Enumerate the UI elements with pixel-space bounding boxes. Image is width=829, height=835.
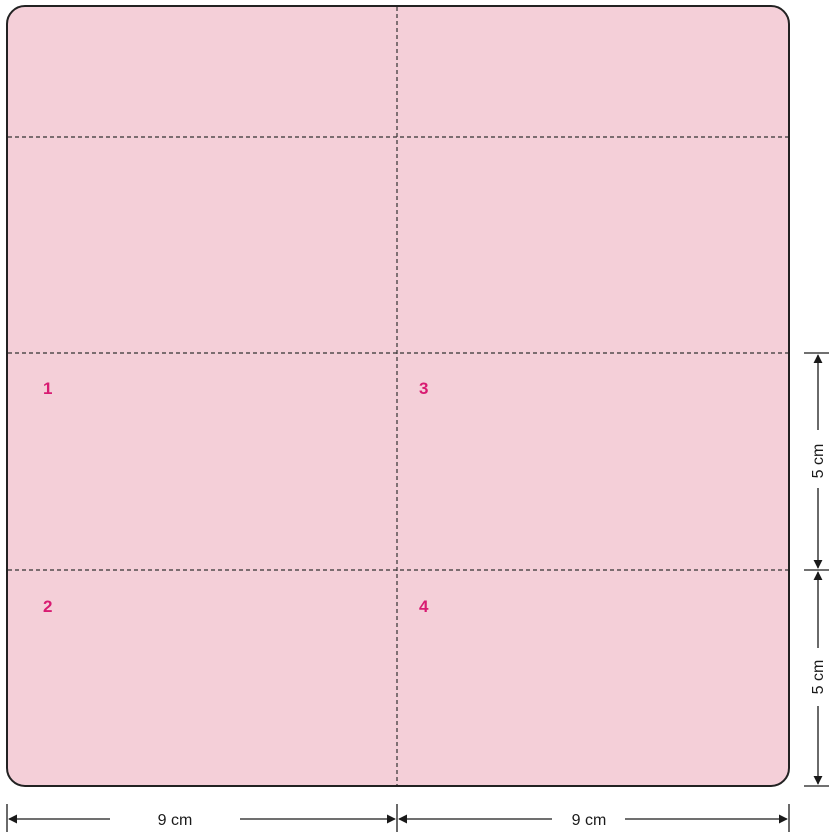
panel-number-1: 1: [43, 379, 52, 398]
width-dimension: [6, 804, 790, 832]
panel-number-3: 3: [419, 379, 428, 398]
sheet: [6, 5, 790, 787]
height-dimension: [804, 352, 829, 787]
height-label-lower: 5 cm: [810, 660, 827, 695]
panel-number-4: 4: [419, 597, 429, 616]
width-label-right: 9 cm: [572, 812, 607, 829]
fold-lines: [8, 7, 788, 785]
panel-number-2: 2: [43, 597, 52, 616]
width-label-left: 9 cm: [158, 812, 193, 829]
height-label-upper: 5 cm: [810, 444, 827, 479]
